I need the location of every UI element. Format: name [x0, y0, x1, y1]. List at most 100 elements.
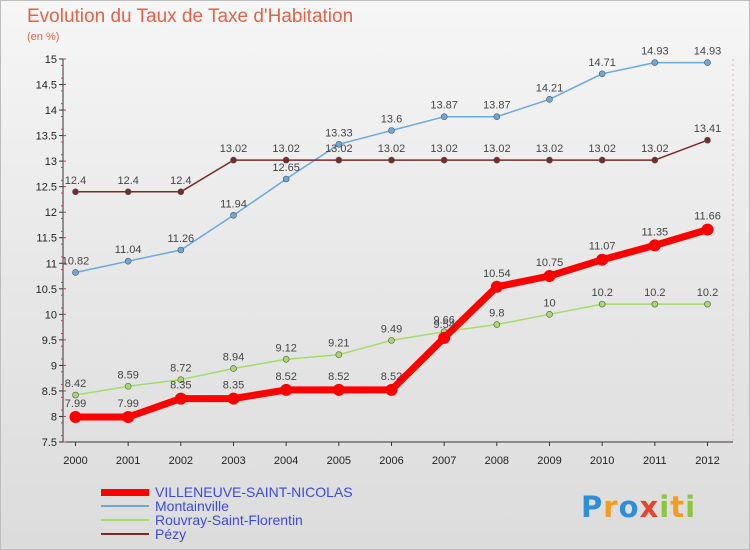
- data-label: 12.4: [170, 175, 191, 187]
- data-label: 14.21: [536, 82, 564, 94]
- data-label: 13.02: [272, 143, 300, 155]
- series-point: [704, 59, 711, 66]
- data-label: 13.02: [220, 143, 248, 155]
- series-point: [598, 70, 606, 78]
- data-label: 9.54: [433, 319, 454, 331]
- legend-swatch: [101, 488, 149, 496]
- x-tick-label: 2008: [485, 455, 509, 467]
- y-tick-label: 12: [45, 207, 57, 219]
- series-point: [230, 156, 237, 164]
- series-point: [332, 383, 345, 396]
- y-tick-label: 10.5: [36, 284, 57, 296]
- data-label: 14.93: [641, 46, 669, 58]
- series-point: [388, 127, 395, 134]
- data-label: 12.4: [65, 175, 86, 187]
- x-tick-label: 2007: [432, 455, 456, 467]
- legend-label: Montainville: [155, 498, 229, 514]
- data-label: 7.99: [117, 398, 138, 410]
- series-point: [438, 331, 451, 344]
- data-label: 13.6: [381, 113, 402, 125]
- x-tick-label: 2004: [274, 455, 298, 467]
- data-label: 9.12: [275, 342, 296, 354]
- x-tick-label: 2006: [379, 455, 403, 467]
- series-point: [493, 113, 501, 121]
- series-point: [227, 392, 240, 405]
- series-point: [440, 156, 448, 164]
- y-tick-label: 7.5: [42, 437, 57, 449]
- data-label: 13.02: [536, 143, 564, 155]
- series-point: [651, 59, 659, 66]
- x-tick-label: 2005: [327, 455, 351, 467]
- data-label: 8.35: [170, 380, 191, 392]
- series-point: [335, 351, 343, 358]
- series-point: [490, 280, 503, 293]
- series-point: [596, 253, 609, 266]
- series-point: [648, 239, 661, 252]
- chart-title: Evolution du Taux de Taxe d'Habitation: [27, 6, 354, 27]
- series-point: [546, 311, 553, 318]
- data-label: 13.02: [641, 143, 669, 155]
- series-point: [651, 300, 659, 308]
- data-label: 13.02: [325, 143, 353, 155]
- legend-label: Rouvray-Saint-Florentin: [155, 512, 303, 528]
- series-point: [493, 156, 501, 164]
- series-point: [385, 383, 398, 396]
- data-label: 8.52: [275, 371, 296, 383]
- data-label: 13.87: [430, 100, 458, 112]
- logo-letter: r: [603, 490, 619, 524]
- data-label: 11.26: [167, 233, 194, 245]
- data-label: 10.82: [62, 255, 90, 267]
- series-point: [282, 175, 290, 183]
- legend-label: VILLENEUVE-SAINT-NICOLAS: [155, 484, 353, 500]
- y-tick-label: 11.5: [36, 233, 57, 245]
- series-point: [651, 156, 659, 164]
- data-label: 8.52: [381, 371, 402, 383]
- x-tick-label: 2010: [590, 455, 614, 467]
- data-label: 13.02: [378, 143, 406, 155]
- data-label: 10.2: [591, 287, 612, 299]
- data-label: 13.87: [483, 100, 511, 112]
- data-label: 13.02: [430, 143, 458, 155]
- logo-letter: o: [618, 490, 640, 524]
- series-point: [124, 188, 132, 196]
- y-tick-label: 8: [51, 411, 57, 423]
- series-point: [546, 156, 553, 164]
- data-label: 11.04: [115, 244, 142, 256]
- data-label: 11.07: [589, 241, 616, 253]
- y-tick-label: 14.5: [36, 80, 57, 92]
- y-tick-label: 15: [45, 54, 57, 66]
- series-point: [701, 223, 714, 236]
- data-label: 12.4: [117, 175, 138, 187]
- y-tick-label: 9.5: [42, 335, 57, 347]
- data-label: 11.94: [220, 198, 247, 210]
- logo-letter: i: [659, 490, 671, 524]
- x-tick-label: 2002: [169, 455, 193, 467]
- legend-label: Pézy: [155, 526, 187, 542]
- x-tick-label: 2000: [63, 455, 87, 467]
- data-label: 12.65: [272, 162, 300, 174]
- y-tick-label: 13: [45, 156, 57, 168]
- y-tick-label: 8.5: [42, 386, 57, 398]
- series-point: [177, 246, 185, 254]
- series-point: [69, 410, 82, 423]
- series-point: [546, 96, 553, 103]
- series-point: [598, 300, 606, 308]
- series-point: [72, 269, 79, 276]
- y-tick-label: 14: [45, 105, 57, 117]
- y-tick-label: 9: [51, 360, 57, 372]
- data-label: 10.75: [536, 257, 564, 269]
- legend-swatch: [101, 533, 149, 535]
- series-point: [335, 156, 343, 164]
- series-point: [177, 188, 185, 196]
- series-point: [72, 391, 79, 399]
- series-point: [282, 156, 290, 164]
- x-tick-label: 2009: [537, 455, 561, 467]
- data-label: 13.02: [483, 143, 511, 155]
- x-tick-label: 2001: [116, 455, 140, 467]
- data-label: 8.59: [117, 369, 138, 381]
- data-label: 8.52: [328, 371, 349, 383]
- x-tick-label: 2011: [643, 455, 667, 467]
- series-point: [124, 383, 132, 390]
